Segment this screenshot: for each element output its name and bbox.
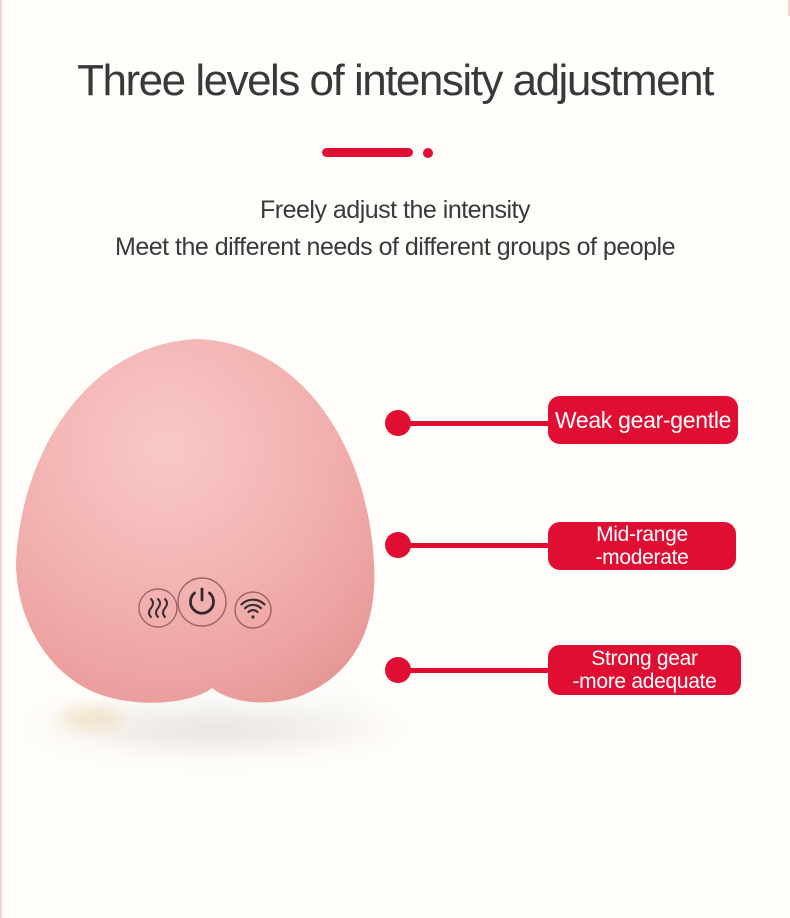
power-icon (189, 587, 215, 615)
subtitle-line-1: Freely adjust the intensity (260, 196, 530, 224)
device-body (16, 339, 375, 703)
device-base-tint (60, 706, 124, 730)
callout-label-weak: Weak gear-gentle (548, 396, 738, 444)
right-edge-accent-line (788, 0, 790, 16)
heat-waves-icon (148, 598, 168, 618)
callout-label-text: -moderate (595, 546, 689, 569)
vibration-button-ring[interactable] (234, 591, 272, 629)
left-edge-accent-line (0, 0, 2, 918)
callout-label-text: Weak gear-gentle (554, 406, 732, 433)
callout-leader-line (398, 668, 550, 673)
callout-leader-line (398, 543, 550, 548)
callout-label-text: -more adequate (572, 670, 717, 693)
title-divider-bar (322, 148, 413, 157)
vibration-signal-icon (240, 598, 266, 619)
callout-leader-line (398, 421, 550, 426)
callout-label-text: Mid-range (596, 523, 688, 546)
power-button-ring[interactable] (177, 577, 227, 627)
heat-button-ring[interactable] (138, 588, 178, 628)
title-divider-dot (423, 148, 433, 158)
product-image (16, 339, 405, 761)
callout-label-strong: Strong gear -more adequate (548, 645, 741, 695)
callout-label-mid: Mid-range -moderate (548, 522, 736, 570)
page-title: Three levels of intensity adjustment (77, 56, 714, 105)
subtitle-line-2: Meet the different needs of different gr… (115, 233, 676, 261)
callout-label-text: Strong gear (591, 647, 698, 670)
